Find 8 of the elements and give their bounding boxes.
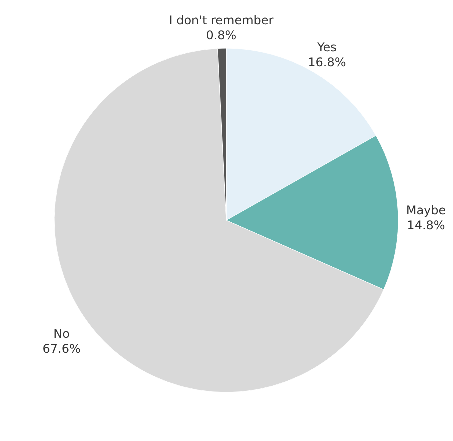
- slice-label: Yes: [316, 40, 337, 55]
- slice-label: No: [54, 326, 70, 341]
- data-label: 67.6%: [42, 342, 81, 356]
- data-label: 14.8%: [407, 218, 446, 232]
- slice-label: I don't remember: [169, 14, 274, 28]
- data-label: 0.8%: [206, 28, 237, 43]
- data-label: 16.8%: [308, 56, 346, 70]
- slice-label: Maybe: [406, 203, 446, 218]
